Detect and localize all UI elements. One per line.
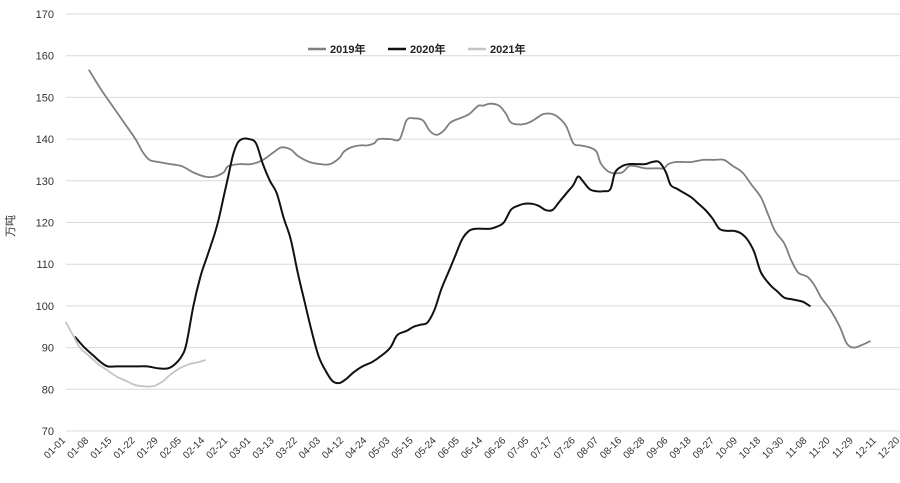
x-tick-label: 09-06 [645,435,671,461]
legend-label: 2020年 [410,42,445,56]
x-tick-label: 08-07 [575,435,601,461]
x-tick-label: 01-15 [89,435,115,461]
y-tick-label: 100 [36,301,54,313]
x-tick-label: 10-09 [714,435,740,461]
x-tick-label: 01-29 [135,435,161,461]
x-axis-ticks: 01-0101-0801-1501-2201-2902-0502-1402-21… [42,435,900,461]
x-tick-label: 04-03 [297,435,323,461]
x-tick-label: 08-28 [621,435,647,461]
grid-lines [66,13,900,432]
series-line-1 [88,69,871,349]
y-tick-label: 150 [36,92,54,104]
y-axis-label: 万吨 [4,215,17,237]
legend: 2019年 2020年 2021年 [308,42,525,56]
x-tick-label: 02-21 [204,435,230,461]
y-tick-label: 160 [36,51,54,63]
x-tick-label: 01-08 [65,435,91,461]
x-tick-label: 06-14 [459,435,485,461]
x-tick-label: 06-26 [482,435,508,461]
x-tick-label: 11-29 [830,435,856,461]
legend-label: 2019年 [330,42,365,56]
x-tick-label: 01-22 [112,435,138,461]
x-tick-label: 01-01 [42,435,68,461]
x-tick-label: 11-20 [807,435,833,461]
x-tick-label: 11-08 [784,435,810,461]
x-tick-label: 07-26 [552,435,578,461]
x-tick-label: 03-01 [228,435,254,461]
x-tick-label: 03-22 [274,435,300,461]
series-lines [65,69,871,388]
y-tick-label: 90 [42,343,54,355]
x-tick-label: 05-03 [367,435,393,461]
x-tick-label: 05-24 [413,435,439,461]
x-tick-label: 06-05 [436,435,462,461]
y-axis-ticks: 70 80 90 100 110 120 130 140 150 160 170 [36,9,54,438]
x-tick-label: 07-05 [506,435,532,461]
x-tick-label: 12-20 [876,435,900,461]
x-tick-label: 05-15 [390,435,416,461]
x-tick-label: 03-13 [251,435,277,461]
series-line-2 [74,137,811,385]
series-line-3 [65,321,206,388]
x-tick-label: 12-11 [854,435,880,461]
x-tick-label: 02-14 [181,435,207,461]
x-tick-label: 04-12 [320,435,346,461]
y-tick-label: 110 [36,259,54,271]
x-tick-label: 09-18 [668,435,694,461]
y-tick-label: 140 [36,134,54,146]
legend-label: 2021年 [490,42,525,56]
y-tick-label: 130 [36,176,54,188]
x-tick-label: 10-18 [737,435,763,461]
x-tick-label: 10-30 [760,435,786,461]
y-tick-label: 170 [36,9,54,21]
x-tick-label: 04-24 [343,435,369,461]
y-tick-label: 120 [36,218,54,230]
y-tick-label: 80 [42,384,54,396]
y-tick-label: 70 [42,426,54,438]
x-tick-label: 09-27 [691,435,717,461]
x-tick-label: 02-05 [158,435,184,461]
x-tick-label: 07-17 [529,435,555,461]
x-tick-label: 08-16 [598,435,624,461]
